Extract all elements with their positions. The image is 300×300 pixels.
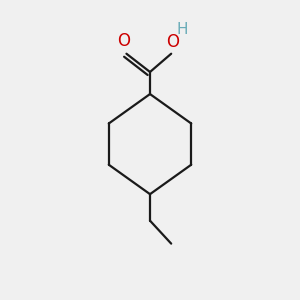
Text: H: H (177, 22, 188, 37)
Text: O: O (118, 32, 130, 50)
Text: O: O (166, 33, 179, 51)
